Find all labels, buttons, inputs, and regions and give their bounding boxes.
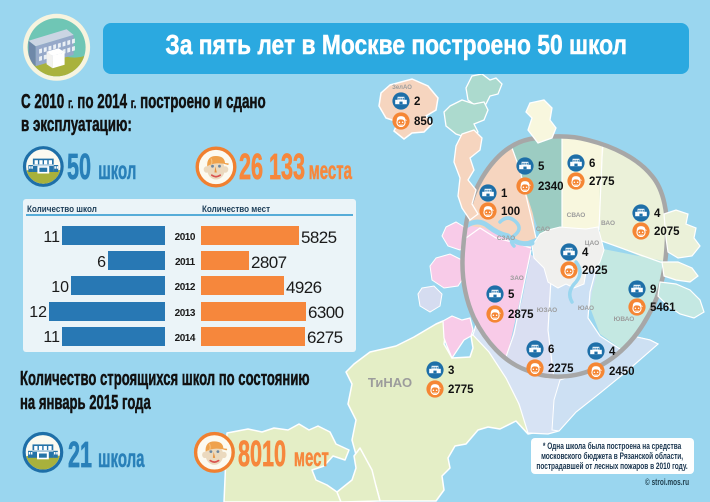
svg-text:4: 4 (582, 247, 589, 259)
svg-text:5: 5 (508, 289, 515, 301)
svg-text:ТиНАО: ТиНАО (368, 375, 412, 390)
svg-text:2775: 2775 (448, 384, 474, 396)
svg-text:5: 5 (538, 161, 545, 173)
svg-text:5461: 5461 (650, 302, 676, 314)
svg-text:СЗАО: СЗАО (497, 235, 515, 242)
svg-text:2: 2 (414, 96, 420, 108)
svg-text:100: 100 (501, 206, 520, 218)
svg-text:ЗАО: ЗАО (510, 275, 524, 282)
svg-text:СВАО: СВАО (567, 212, 586, 219)
svg-text:2775: 2775 (589, 176, 615, 188)
svg-text:2450: 2450 (609, 366, 635, 378)
svg-text:6: 6 (589, 158, 595, 170)
svg-text:ЮВАО: ЮВАО (614, 316, 635, 323)
svg-text:4: 4 (654, 208, 661, 220)
svg-text:2025: 2025 (582, 265, 608, 277)
svg-text:ЮАО: ЮАО (578, 305, 594, 312)
svg-text:9: 9 (650, 284, 656, 296)
svg-text:2875: 2875 (508, 309, 534, 321)
svg-text:6: 6 (548, 344, 554, 356)
svg-text:3: 3 (448, 365, 454, 377)
svg-text:850: 850 (414, 116, 433, 128)
svg-text:ЗелАО: ЗелАО (392, 85, 412, 91)
svg-text:2275: 2275 (548, 363, 574, 375)
svg-text:ЮЗАО: ЮЗАО (537, 307, 557, 314)
svg-text:1: 1 (501, 188, 508, 200)
svg-text:ЦАО: ЦАО (585, 240, 599, 247)
svg-text:2340: 2340 (538, 181, 564, 193)
svg-text:2075: 2075 (654, 226, 680, 238)
svg-text:ВАО: ВАО (601, 220, 615, 227)
svg-text:4: 4 (609, 346, 616, 358)
svg-text:САО: САО (536, 226, 550, 233)
